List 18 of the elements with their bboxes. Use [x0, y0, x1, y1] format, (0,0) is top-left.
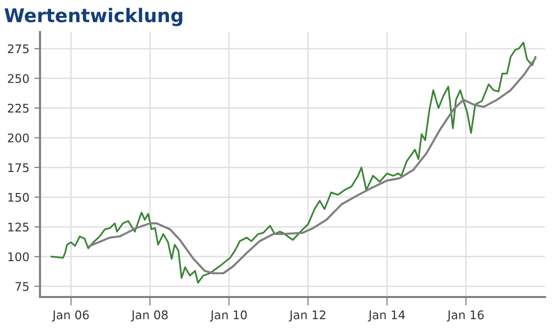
x-tick-label: Jan 08: [130, 310, 168, 322]
y-tick-label: 225: [8, 104, 29, 113]
x-tick-label: Jan 06: [52, 310, 89, 322]
y-tick-label: 275: [8, 44, 29, 54]
y-tick-label: 150: [8, 192, 29, 202]
y-tick-label: 75: [16, 282, 29, 291]
x-tick-label: Jan 12: [288, 310, 326, 322]
line-series: [50, 42, 536, 284]
y-tick-label: 100: [8, 252, 29, 262]
y-tick-label: 200: [8, 133, 29, 142]
x-tick-label: Jan 10: [210, 310, 247, 322]
line-series: [88, 57, 536, 274]
y-tick-label: 175: [8, 163, 29, 172]
chart-title: Wertentwicklung: [4, 8, 182, 26]
y-tick-label: 250: [8, 74, 29, 83]
y-tick-label: 125: [8, 222, 29, 232]
x-tick-label: Jan 14: [368, 310, 405, 322]
x-tick-label: Jan 16: [446, 310, 484, 322]
